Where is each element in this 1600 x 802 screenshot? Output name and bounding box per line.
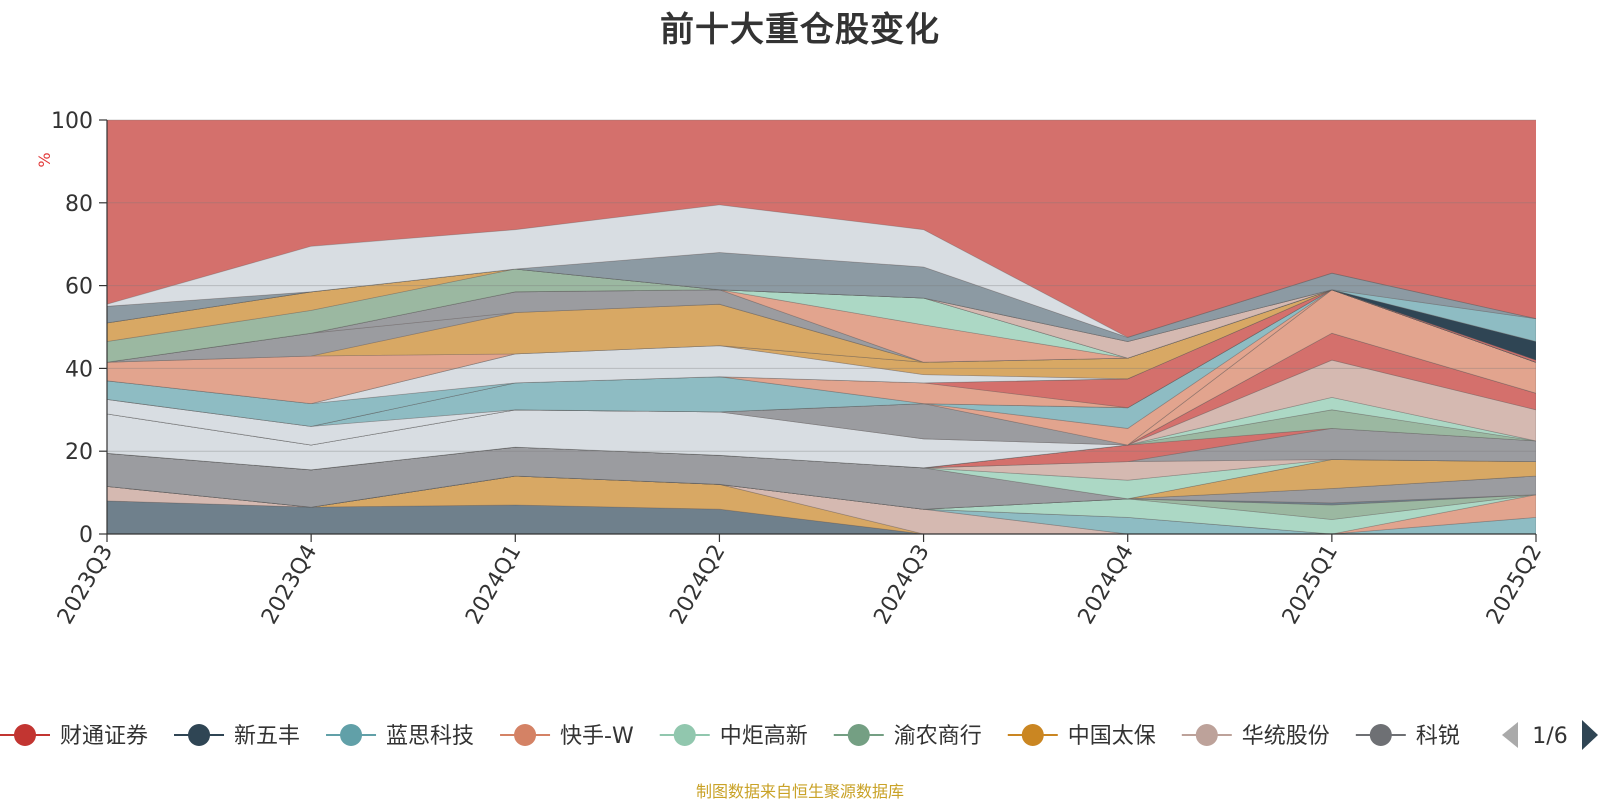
legend-label: 华统股份 [1242, 724, 1330, 749]
x-tick-label: 2025Q1 [1278, 541, 1343, 629]
legend-item[interactable]: 财通证券 [0, 724, 148, 749]
area-band-27 [107, 289, 1536, 427]
legend-label: 蓝思科技 [386, 724, 474, 749]
area-band-16 [107, 427, 1536, 471]
area-band-26 [107, 289, 1536, 446]
legend-marker [14, 724, 36, 746]
area-band-29 [107, 289, 1536, 427]
y-tick-label: 0 [79, 523, 93, 548]
area-band-1 [107, 500, 1536, 534]
x-tick-label: 2024Q1 [461, 541, 526, 629]
legend-marker [188, 724, 211, 746]
legend-page-indicator: 1/6 [1532, 724, 1567, 749]
y-tick-label: 80 [65, 192, 93, 217]
y-tick-label: 100 [51, 109, 93, 134]
area-band-25 [107, 289, 1536, 446]
legend-label: 财通证券 [60, 724, 148, 749]
legend-item[interactable]: 快手-W [500, 724, 634, 749]
area-band-28 [107, 289, 1536, 427]
area-band-11 [107, 459, 1536, 510]
legend-label: 快手-W [560, 724, 634, 749]
legend-label: 中国太保 [1068, 724, 1156, 749]
x-tick-label: 2025Q2 [1482, 541, 1547, 629]
area-band-24 [107, 289, 1536, 446]
legend-label: 新五丰 [234, 724, 300, 749]
x-tick-label: 2024Q4 [1074, 541, 1139, 629]
area-band-15 [107, 427, 1536, 471]
y-tick-label: 40 [65, 357, 93, 382]
y-tick-label: 60 [65, 275, 93, 300]
x-tick-label: 2024Q2 [665, 541, 730, 629]
area-band-6 [107, 475, 1536, 534]
y-axis-unit-label: % [35, 152, 54, 167]
area-band-20 [107, 332, 1536, 471]
legend-item[interactable]: 中炬高新 [659, 724, 808, 749]
legend-item[interactable]: 华统股份 [1181, 724, 1330, 749]
triangle-left-icon[interactable] [1502, 722, 1518, 748]
legend-item[interactable]: 新五丰 [174, 724, 300, 749]
area-band-7 [107, 475, 1536, 520]
area-band-14 [107, 446, 1536, 481]
area-band-10 [107, 475, 1536, 510]
area-band-8 [107, 475, 1536, 510]
area-band-5 [107, 475, 1536, 534]
area-band-18 [107, 396, 1536, 471]
chart-title: 前十大重仓股变化 [660, 10, 940, 50]
x-tick-label: 2024Q3 [869, 541, 934, 629]
legend-marker [340, 724, 363, 746]
legend-item[interactable]: 蓝思科技 [326, 724, 474, 749]
legend-item[interactable]: 科锐 [1355, 724, 1460, 749]
x-tick-label: 2023Q4 [257, 541, 322, 629]
triangle-right-icon[interactable] [1582, 720, 1598, 750]
legend: 财通证券 新五丰 蓝思科技 快手-W 中炬高新 渝农商行 中国太保 华统股份 科锐 1/6 [0, 712, 1600, 762]
data-source-note: 制图数据来自恒生聚源数据库 [695, 782, 904, 801]
legend-label: 中炬高新 [720, 724, 808, 749]
x-tick-label: 2023Q3 [53, 541, 118, 629]
area-band-17 [107, 409, 1536, 471]
legend-marker [514, 724, 537, 746]
area-band-2 [107, 475, 1536, 534]
area-band-22 [107, 289, 1536, 446]
area-band-4 [107, 475, 1536, 534]
area-band-43 [107, 268, 1536, 361]
legend-item[interactable]: 中国太保 [1007, 724, 1156, 749]
legend-marker [1369, 724, 1392, 746]
area-band-13 [107, 446, 1536, 500]
area-band-42 [107, 268, 1536, 363]
area-band-39 [107, 268, 1536, 363]
area-band-21 [107, 332, 1536, 471]
area-band-46 [107, 204, 1536, 338]
area-band-9 [107, 475, 1536, 510]
legend-label: 渝农商行 [894, 724, 982, 749]
legend-pager: 1/6 [1478, 712, 1600, 762]
area-band-23 [107, 289, 1536, 446]
area-band-38 [107, 289, 1536, 363]
legend-marker [847, 724, 870, 746]
legend-pager-background [1478, 712, 1600, 762]
legend-marker [673, 724, 696, 746]
area-series-group [107, 204, 1536, 534]
legend-label: 科锐 [1416, 724, 1460, 749]
y-tick-label: 20 [65, 440, 93, 465]
area-band-37 [107, 289, 1536, 363]
area-band-40 [107, 268, 1536, 363]
area-band-19 [107, 359, 1536, 471]
gridlines [107, 119, 1536, 452]
legend-item[interactable]: 渝农商行 [833, 724, 982, 749]
area-band-44 [107, 268, 1536, 342]
legend-marker [1021, 724, 1044, 746]
legend-marker [1195, 724, 1218, 746]
